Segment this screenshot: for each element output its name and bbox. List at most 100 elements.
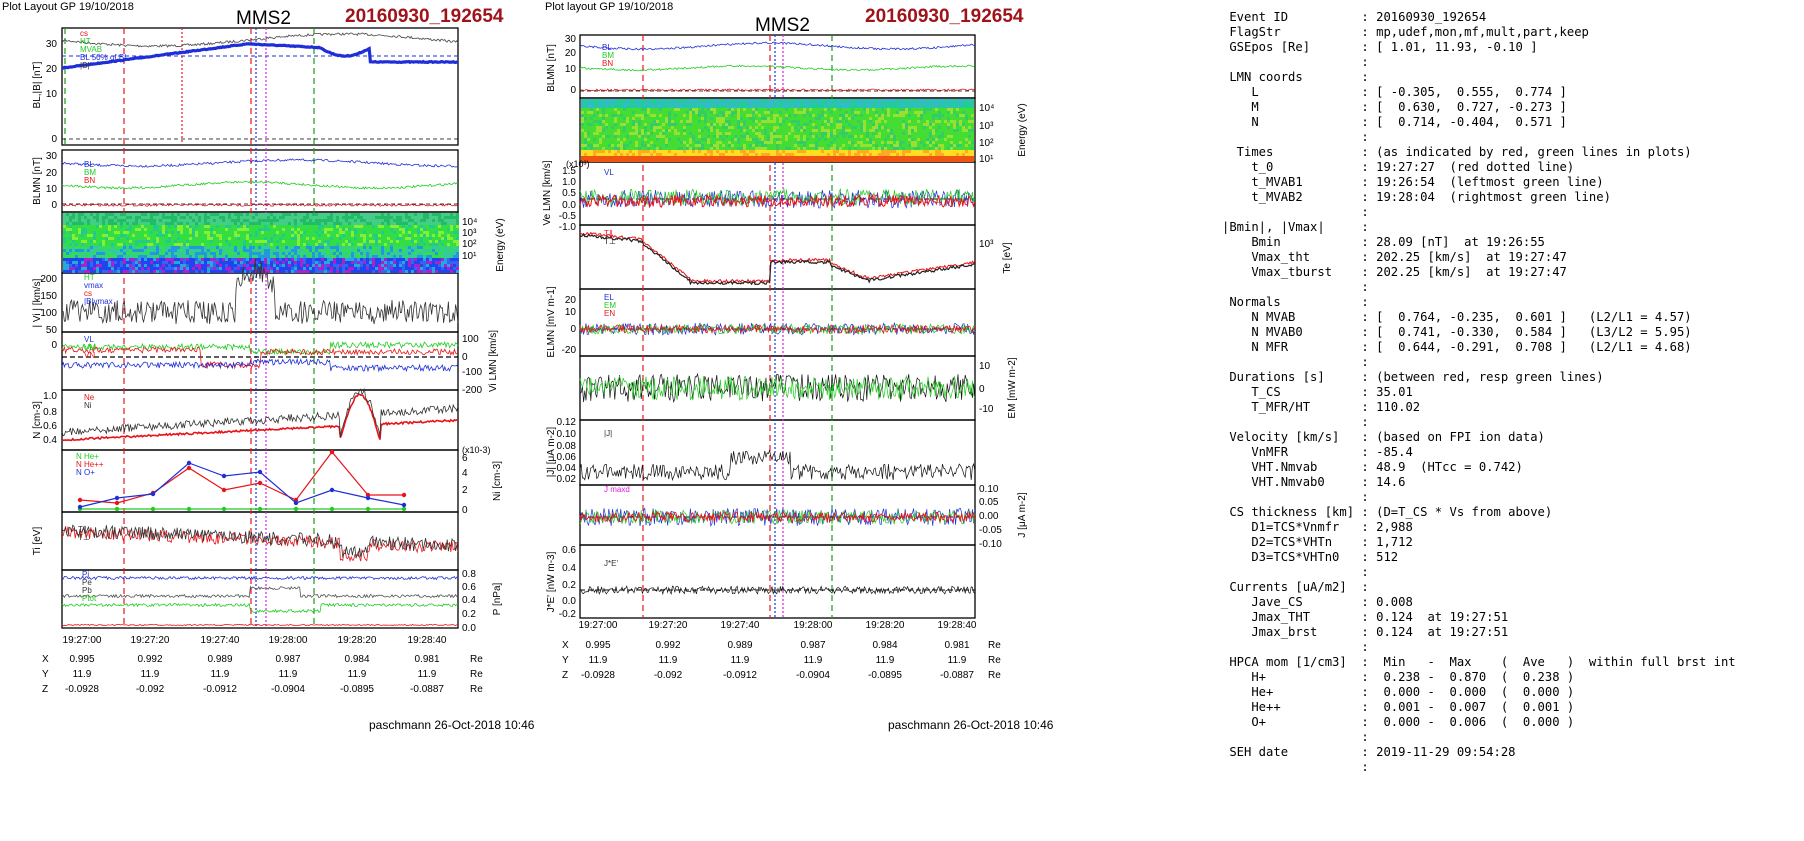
spectrogram-cell (776, 99, 779, 102)
spectrogram-cell (183, 231, 186, 234)
spectrogram-cell (659, 132, 662, 135)
spectrogram-cell (132, 219, 135, 222)
spectrogram-cell (216, 252, 219, 255)
spectrogram-cell (210, 252, 213, 255)
spectrogram-cell (219, 267, 222, 270)
spectrogram-cell (707, 99, 710, 102)
spectrogram-cell (815, 117, 818, 120)
spectrogram-cell (740, 153, 743, 156)
spectrogram-cell (662, 132, 665, 135)
spectrogram-cell (881, 114, 884, 117)
spectrogram-cell (162, 216, 165, 219)
spectrogram-cell (366, 237, 369, 240)
spectrogram-cell (740, 105, 743, 108)
spectrogram-cell (99, 255, 102, 258)
spectrogram-cell (240, 261, 243, 264)
spectrogram-cell (147, 222, 150, 225)
spectrogram-cell (237, 255, 240, 258)
spectrogram-cell (279, 255, 282, 258)
spectrogram-cell (740, 123, 743, 126)
spectrogram-cell (581, 108, 584, 111)
spectrogram-cell (821, 138, 824, 141)
spectrogram-cell (812, 138, 815, 141)
spectrogram-cell (758, 147, 761, 150)
spectrogram-cell (596, 126, 599, 129)
legend-p2: BM (84, 168, 96, 177)
spectrogram-cell (836, 156, 839, 159)
spectrogram-cell (710, 105, 713, 108)
series-abs-b (61, 32, 459, 48)
spectrogram-cell (102, 213, 105, 216)
spectrogram-cell (411, 252, 414, 255)
spectrogram-cell (788, 105, 791, 108)
spectrogram-cell (848, 144, 851, 147)
spectrogram-cell (246, 243, 249, 246)
spectrogram-cell (372, 237, 375, 240)
spectrogram-cell (851, 117, 854, 120)
spectrogram-cell (96, 225, 99, 228)
spectrogram-cell (111, 249, 114, 252)
spectrogram-cell (647, 135, 650, 138)
spectrogram-cell (830, 141, 833, 144)
spectrogram-cell (710, 156, 713, 159)
spectrogram-cell (818, 159, 821, 162)
spectrogram-cell (153, 261, 156, 264)
spectrogram-cell (237, 219, 240, 222)
spectrogram-cell (680, 159, 683, 162)
spectrogram-cell (390, 231, 393, 234)
spectrogram-cell (180, 252, 183, 255)
series-he-plusplus-point (329, 449, 335, 455)
spectrogram-cell (827, 138, 830, 141)
spectrogram-cell (848, 114, 851, 117)
spectrogram-cell (384, 222, 387, 225)
spectrogram-cell (345, 234, 348, 237)
spectrogram-cell (881, 150, 884, 153)
spectrogram-cell (303, 270, 306, 273)
spectrogram-cell (611, 138, 614, 141)
spectrogram-cell (288, 270, 291, 273)
spectrogram-cell (623, 114, 626, 117)
spectrogram-cell (180, 249, 183, 252)
spectrogram-cell (216, 255, 219, 258)
spectrogram-cell (782, 150, 785, 153)
spectrogram-cell (719, 153, 722, 156)
spectrogram-cell (126, 222, 129, 225)
spectrogram-cell (812, 156, 815, 159)
spectrogram-cell (129, 255, 132, 258)
spectrogram-cell (683, 129, 686, 132)
spectrogram-cell (743, 144, 746, 147)
spectrogram-cell (818, 102, 821, 105)
spectrogram-cell (351, 246, 354, 249)
spectrogram-cell (782, 99, 785, 102)
spectrogram-cell (273, 234, 276, 237)
spectrogram-cell (701, 150, 704, 153)
spectrogram-cell (201, 216, 204, 219)
spectrogram-cell (243, 234, 246, 237)
spectrogram-cell (324, 213, 327, 216)
spectrogram-cell (758, 117, 761, 120)
spectrogram-cell (450, 231, 453, 234)
spectrogram-cell (581, 147, 584, 150)
spectrogram-cell (803, 111, 806, 114)
spectrogram-cell (668, 117, 671, 120)
spectrogram-cell (408, 225, 411, 228)
spectrogram-cell (875, 147, 878, 150)
spectrogram-cell (662, 123, 665, 126)
spectrogram-cell (414, 231, 417, 234)
spectrogram-cell (815, 141, 818, 144)
spectrogram-cell (351, 219, 354, 222)
spectrogram-cell (264, 252, 267, 255)
spectrogram-cell (815, 153, 818, 156)
spectrogram-cell (78, 234, 81, 237)
spectrogram-cell (402, 213, 405, 216)
spectrogram-cell (887, 132, 890, 135)
spectrogram-cell (887, 129, 890, 132)
spectrogram-cell (90, 261, 93, 264)
spectrogram-cell (695, 114, 698, 117)
spectrogram-cell (770, 156, 773, 159)
spectrogram-cell (147, 267, 150, 270)
spectrogram-cell (99, 228, 102, 231)
spectrogram-cell (686, 141, 689, 144)
spectrogram-cell (617, 114, 620, 117)
spectrogram-cell (656, 126, 659, 129)
